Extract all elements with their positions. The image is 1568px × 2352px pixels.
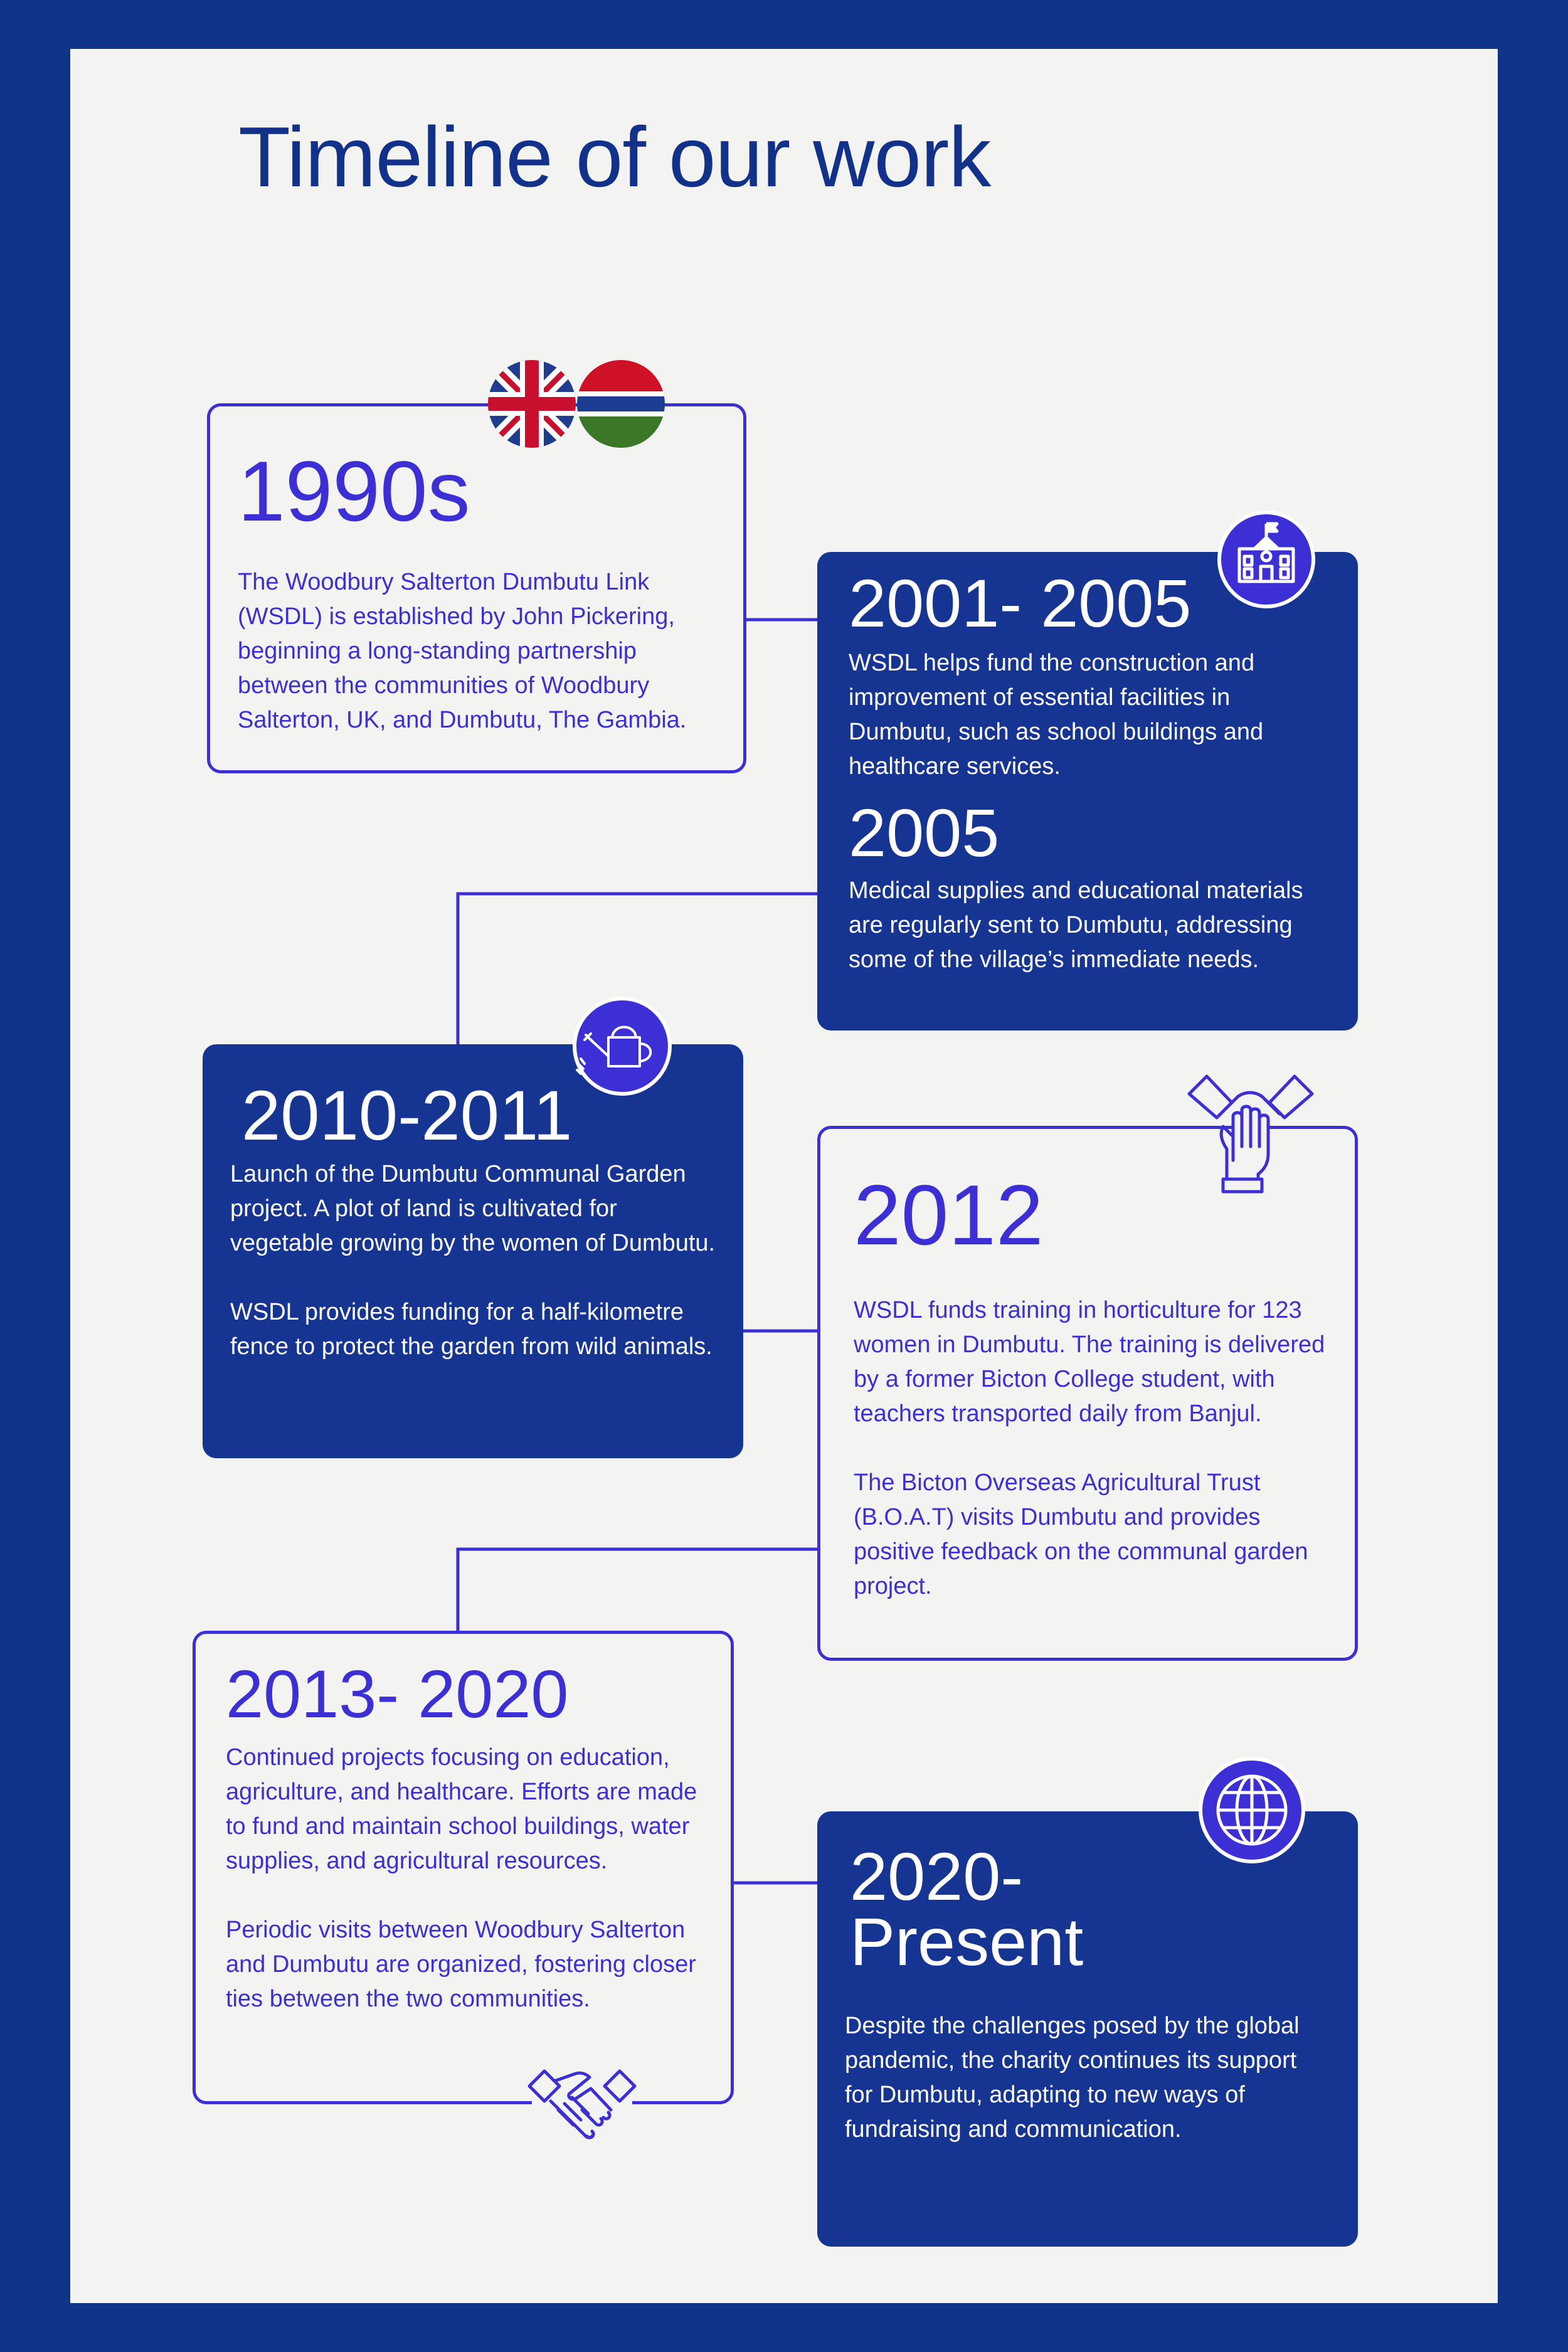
- timeline-year: 2020- Present: [850, 1843, 1083, 1976]
- timeline-paragraph: Continued projects focusing on education…: [226, 1744, 697, 1874]
- timeline-year-line: Present: [850, 1904, 1084, 1979]
- timeline-year: 2005: [849, 795, 1000, 871]
- timeline-description: Continued projects focusing on education…: [226, 1740, 715, 2016]
- timeline-paragraph: WSDL funds training in horticulture for …: [854, 1297, 1325, 1427]
- hands-together-icon: [1187, 1074, 1314, 1194]
- timeline-card-1990s: 1990s The Woodbury Salterton Dumbutu Lin…: [207, 403, 746, 773]
- timeline-year: 2001- 2005: [849, 565, 1192, 641]
- school-icon: [1217, 511, 1315, 608]
- timeline-paragraph: Periodic visits between Woodbury Saltert…: [226, 1917, 696, 2012]
- page-title: Timeline of our work: [238, 109, 991, 204]
- timeline-paragraph: The Bicton Overseas Agricultural Trust (…: [854, 1470, 1308, 1599]
- timeline-year-line: 2020-: [850, 1838, 1024, 1914]
- timeline-description: WSDL funds training in horticulture for …: [854, 1293, 1343, 1604]
- timeline-description: The Woodbury Salterton Dumbutu Link (WSD…: [238, 569, 687, 733]
- timeline-card-2020-present: 2020- Present Despite the challenges pos…: [817, 1811, 1358, 2247]
- timeline-year: 2010-2011: [241, 1076, 573, 1155]
- timeline-description: Launch of the Dumbutu Communal Garden pr…: [230, 1157, 719, 1364]
- timeline-description: WSDL helps fund the construction and imp…: [849, 650, 1264, 780]
- timeline-paragraph: Launch of the Dumbutu Communal Garden pr…: [230, 1161, 716, 1256]
- timeline-description: Medical supplies and educational materia…: [849, 877, 1303, 973]
- gambia-flag-icon: [577, 360, 665, 448]
- timeline-year: 1990s: [238, 443, 470, 539]
- uk-flag-icon: [488, 360, 576, 448]
- timeline-card-2001-2005: 2001- 2005 WSDL helps fund the construct…: [817, 552, 1358, 1030]
- timeline-description: Despite the challenges posed by the glob…: [845, 2013, 1300, 2143]
- timeline-card-2010-2011: 2010-2011 Launch of the Dumbutu Communal…: [203, 1044, 743, 1458]
- timeline-card-2012: 2012 WSDL funds training in horticulture…: [817, 1126, 1358, 1661]
- watering-can-icon: [573, 997, 672, 1096]
- globe-icon: [1199, 1757, 1305, 1863]
- timeline-year: 2012: [854, 1167, 1044, 1263]
- handshake-icon: [527, 2069, 637, 2139]
- timeline-card-2013-2020: 2013- 2020 Continued projects focusing o…: [193, 1631, 734, 2104]
- timeline-year: 2013- 2020: [226, 1656, 569, 1732]
- timeline-paragraph: WSDL provides funding for a half-kilomet…: [230, 1299, 712, 1360]
